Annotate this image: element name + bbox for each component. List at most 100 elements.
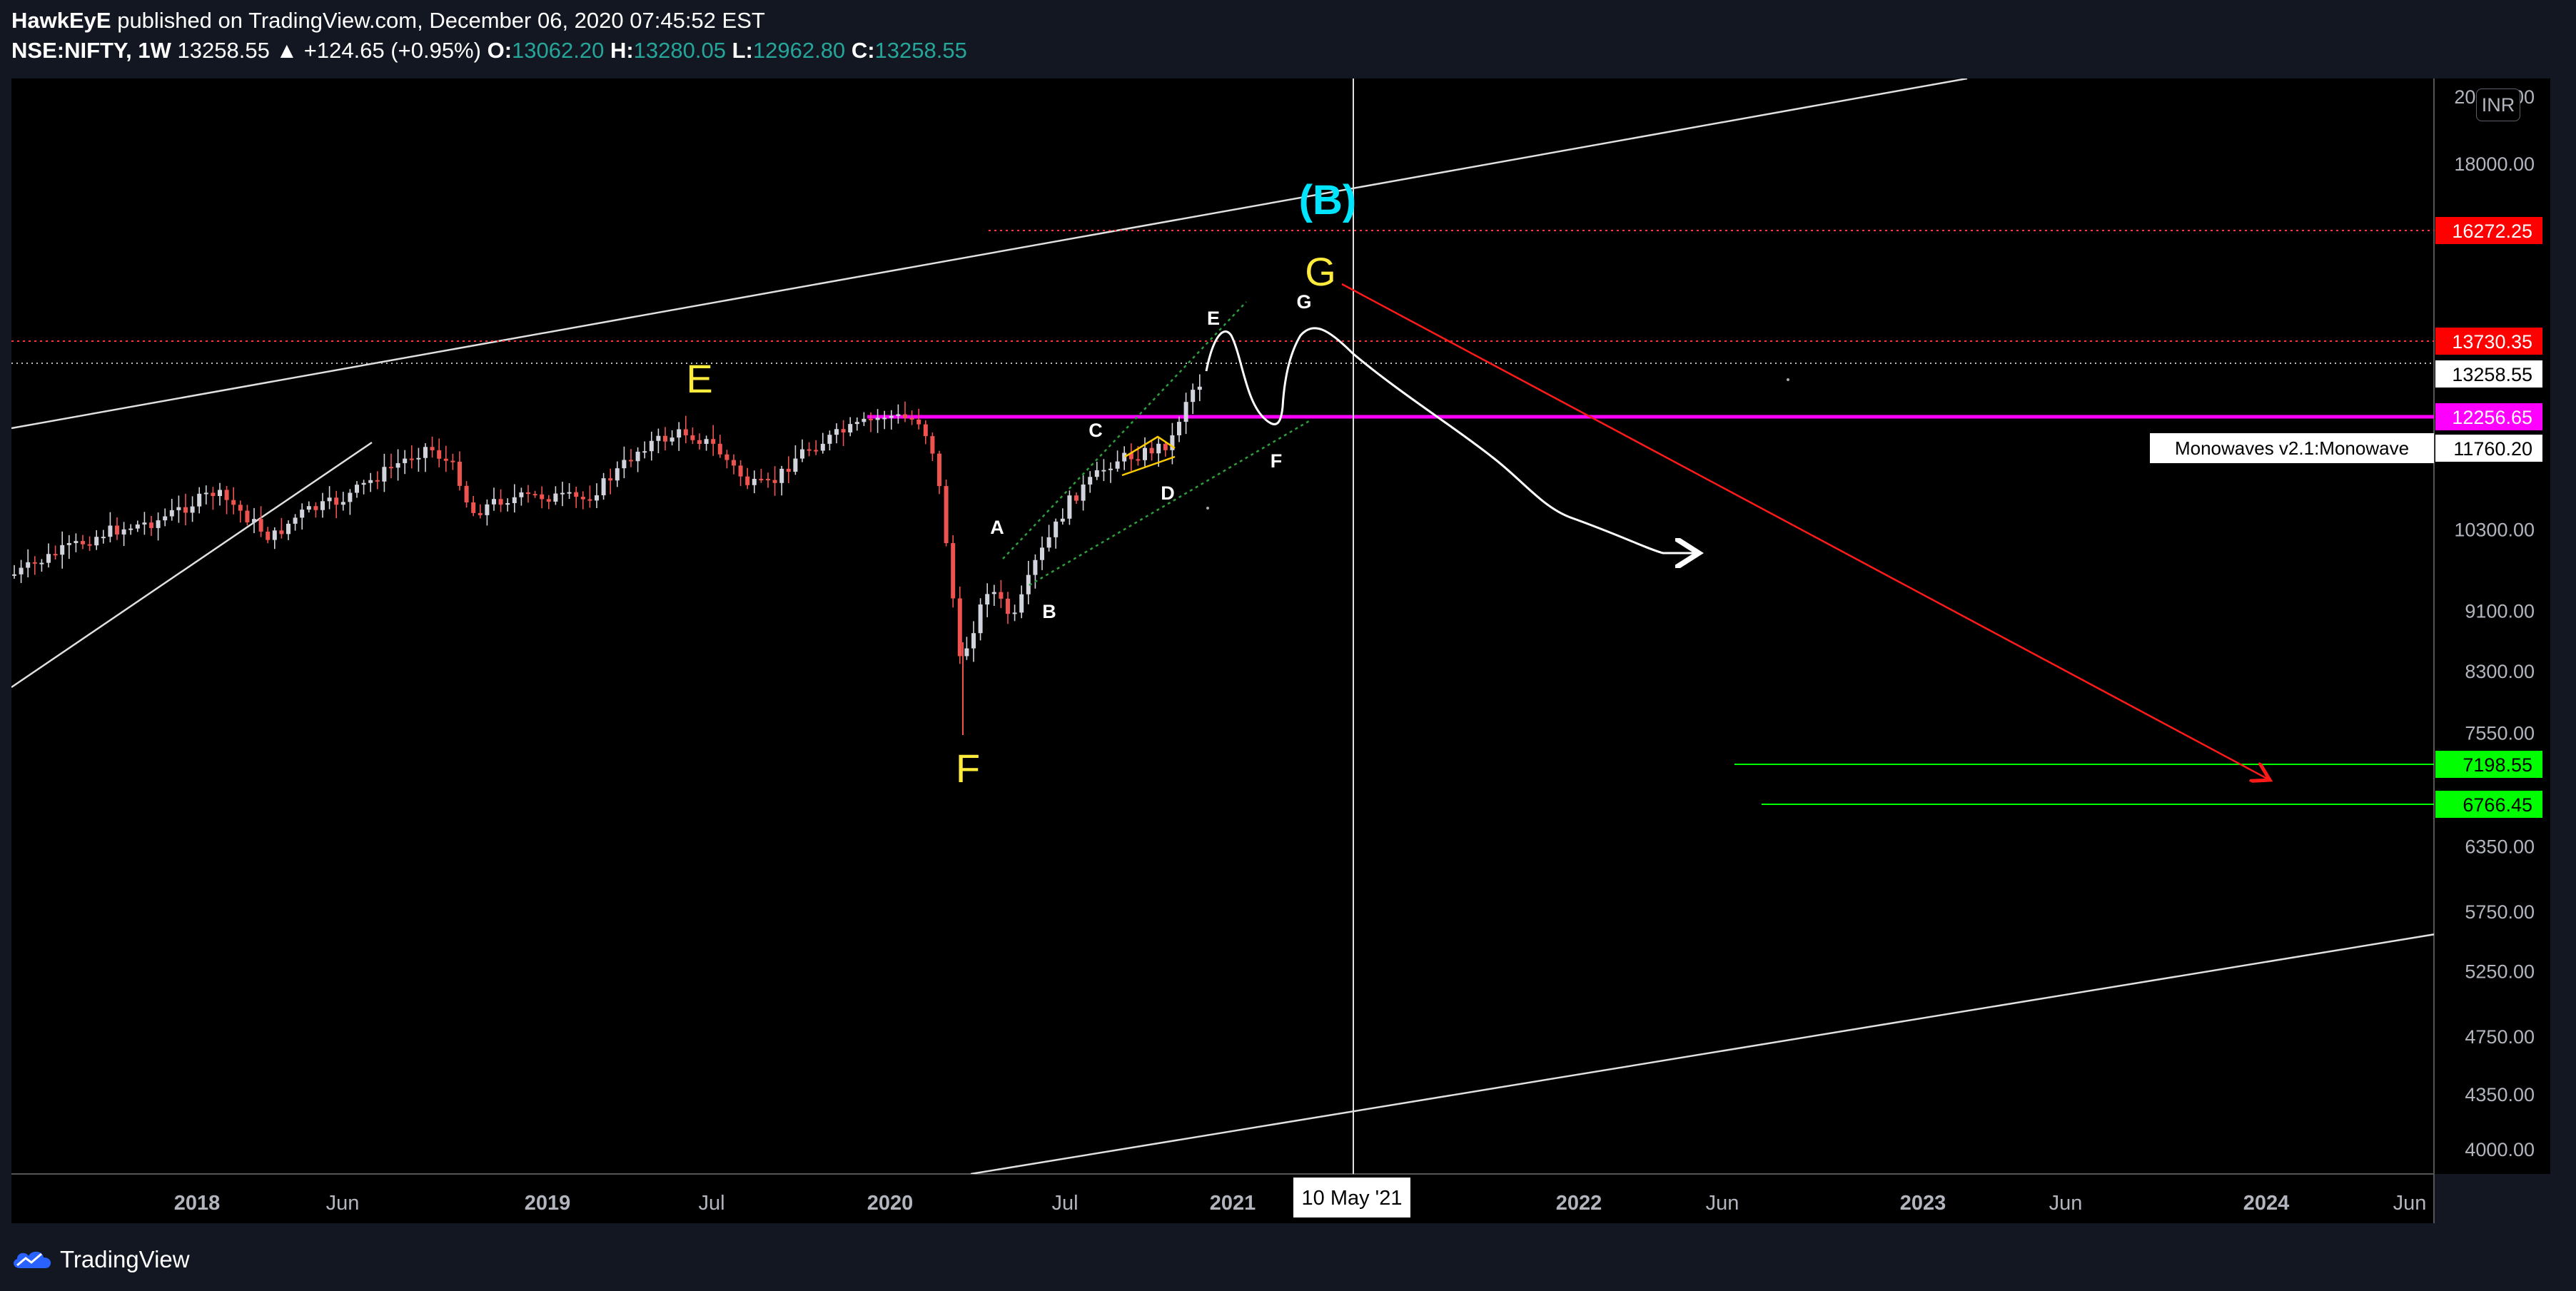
candle-body bbox=[862, 418, 867, 422]
candle-body bbox=[81, 541, 85, 545]
price-tick-label: 6350.00 bbox=[2465, 836, 2535, 858]
candle-body bbox=[1006, 598, 1010, 614]
time-tick-label: 2024 bbox=[2243, 1192, 2290, 1215]
time-tick-label: 2022 bbox=[1556, 1192, 1602, 1215]
candle-body bbox=[368, 480, 373, 483]
candle-body bbox=[375, 480, 380, 482]
projected-wave-path[interactable] bbox=[1205, 327, 1699, 553]
candle-body bbox=[505, 503, 510, 505]
candle-body bbox=[841, 429, 846, 432]
candle-body bbox=[60, 545, 65, 555]
close-label: C: bbox=[851, 38, 875, 63]
candle-body bbox=[512, 497, 517, 504]
candle-body bbox=[1177, 422, 1181, 435]
candle-body bbox=[677, 429, 682, 438]
candle-body bbox=[745, 476, 750, 485]
candle-body bbox=[732, 460, 736, 466]
candle-body bbox=[608, 478, 613, 481]
candle-body bbox=[1046, 537, 1051, 548]
wave-label-E-big[interactable]: E bbox=[686, 356, 712, 401]
candle-body bbox=[1074, 495, 1079, 501]
candle-body bbox=[101, 537, 106, 539]
price-level-badges[interactable]: 16272.25 13730.35 13258.55 12256.65 11760.20… bbox=[2435, 217, 2542, 818]
triangle-pattern-lower[interactable] bbox=[1121, 455, 1176, 477]
price-axis-panel[interactable] bbox=[2434, 79, 2550, 1174]
upper-channel-line[interactable] bbox=[11, 79, 1968, 430]
lower-channel-line[interactable] bbox=[970, 933, 2435, 1174]
triangle-pattern[interactable] bbox=[1124, 435, 1176, 458]
price-badge[interactable] bbox=[2435, 328, 2542, 355]
wave-label-C[interactable]: C bbox=[1089, 420, 1103, 441]
chart-header: HawkEyE published on TradingView.com, De… bbox=[0, 0, 2576, 76]
tradingview-logo[interactable]: TradingView bbox=[10, 1246, 190, 1273]
price-badge[interactable] bbox=[2435, 403, 2542, 430]
candle-body bbox=[532, 494, 537, 496]
left-trend-line[interactable] bbox=[11, 441, 373, 689]
wave-label-F-big[interactable]: F bbox=[956, 746, 980, 791]
candle-body bbox=[854, 422, 859, 425]
candle-body bbox=[238, 505, 243, 511]
wave-label-B[interactable]: B bbox=[1042, 601, 1056, 622]
candle-body bbox=[937, 453, 941, 487]
price-badge[interactable] bbox=[2435, 791, 2542, 818]
wave-label-F[interactable]: F bbox=[1271, 450, 1283, 472]
plot-area[interactable] bbox=[11, 79, 2434, 1174]
candle-body bbox=[382, 467, 387, 482]
candle-body bbox=[169, 510, 174, 517]
bearish-projection-arrow[interactable] bbox=[1341, 283, 2270, 780]
candle-body bbox=[1081, 484, 1086, 501]
candle-body bbox=[882, 417, 887, 420]
time-tick-labels: 2018 Jun 2019 Jul 2020 Jul 2021 2022 Jun 2023 Jun 2… bbox=[174, 1192, 2427, 1215]
candle-body bbox=[458, 462, 462, 486]
candle-body bbox=[53, 554, 58, 556]
wave-label-G-big[interactable]: G bbox=[1305, 249, 1336, 294]
wave-label-A[interactable]: A bbox=[990, 517, 1004, 538]
price-tick-label: 9100.00 bbox=[2465, 600, 2535, 622]
price-badge-label: 13258.55 bbox=[2452, 364, 2532, 385]
price-tick-label: 10300.00 bbox=[2454, 520, 2535, 541]
candle-body bbox=[258, 519, 263, 532]
high-label: H: bbox=[610, 38, 634, 63]
price-badge[interactable] bbox=[2435, 360, 2542, 388]
open-value: 13062.20 bbox=[512, 38, 605, 63]
candle-body bbox=[814, 450, 819, 452]
price-change: ▲ +124.65 (+0.95%) bbox=[276, 38, 481, 63]
author-name[interactable]: HawkEyE bbox=[11, 8, 111, 33]
candle-body bbox=[443, 458, 448, 461]
price-badge[interactable] bbox=[2435, 217, 2542, 244]
candle-body bbox=[656, 435, 661, 441]
price-tick-label: 4000.00 bbox=[2465, 1139, 2535, 1160]
candle-body bbox=[663, 435, 667, 442]
candle-body bbox=[759, 479, 764, 481]
candle-body bbox=[340, 502, 345, 505]
candle-body bbox=[19, 567, 24, 574]
candle-body bbox=[889, 415, 894, 418]
wave-label-G[interactable]: G bbox=[1296, 291, 1311, 313]
time-tick-label: Jun bbox=[2393, 1192, 2427, 1215]
wedge-lower-line[interactable] bbox=[1029, 420, 1310, 587]
last-price: 13258.55 bbox=[177, 38, 270, 63]
price-badge[interactable] bbox=[2435, 435, 2542, 462]
price-candles[interactable] bbox=[12, 374, 1202, 735]
candle-body bbox=[286, 523, 291, 535]
indicator-tag-box[interactable] bbox=[2150, 433, 2434, 463]
wave-label-D[interactable]: D bbox=[1161, 482, 1175, 504]
wedge-upper-line[interactable] bbox=[1002, 301, 1247, 560]
symbol-interval[interactable]: NSE:NIFTY, 1W bbox=[11, 38, 171, 63]
candle-body bbox=[546, 499, 551, 502]
candle-body bbox=[869, 418, 873, 420]
candle-body bbox=[717, 443, 722, 455]
candle-body bbox=[1033, 560, 1038, 575]
candle-body bbox=[183, 507, 188, 513]
currency-badge[interactable]: INR bbox=[2476, 88, 2520, 121]
time-axis-panel[interactable] bbox=[11, 1174, 2434, 1223]
candle-body bbox=[1197, 386, 1202, 390]
candle-body bbox=[738, 465, 743, 477]
price-badge[interactable] bbox=[2435, 751, 2542, 778]
candle-body bbox=[622, 460, 627, 469]
price-tick-label: 4350.00 bbox=[2465, 1084, 2535, 1105]
wave-label-E[interactable]: E bbox=[1207, 308, 1220, 329]
time-tick-label: Jul bbox=[698, 1192, 724, 1215]
wave-label-B-big[interactable]: (B) bbox=[1299, 177, 1357, 223]
